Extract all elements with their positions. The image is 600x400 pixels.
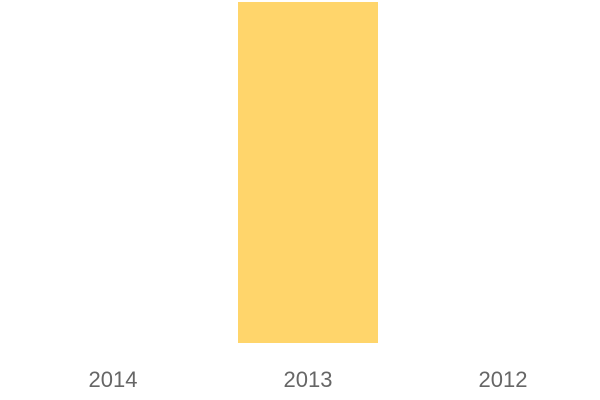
x-tick-label: 2012: [479, 367, 528, 392]
bar-2013: [238, 2, 378, 343]
x-tick-label: 2013: [284, 367, 333, 392]
x-tick-label: 2014: [89, 367, 138, 392]
